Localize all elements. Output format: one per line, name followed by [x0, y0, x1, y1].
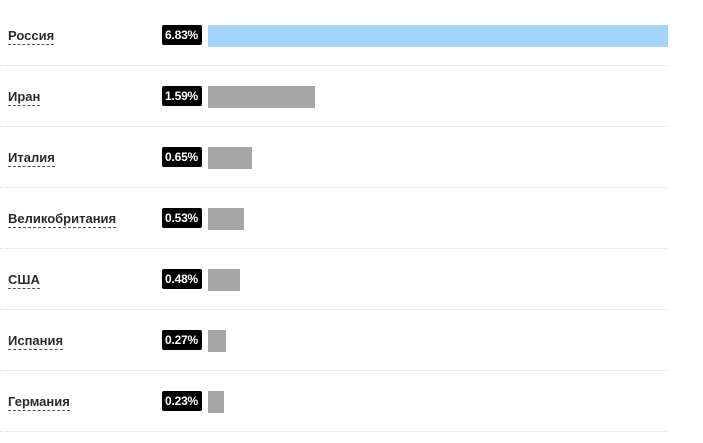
category-label[interactable]: Великобритания	[8, 211, 117, 228]
value-label: 0.53%	[162, 208, 203, 228]
value-label: 0.23%	[162, 391, 203, 411]
chart-row: Иран 1.59%	[0, 66, 668, 127]
bar	[208, 391, 224, 413]
value-label: 1.59%	[162, 86, 203, 106]
category-label[interactable]: Италия	[8, 150, 55, 167]
category-label[interactable]: США	[8, 272, 40, 289]
bar	[208, 86, 316, 108]
chart-row: Германия 0.23%	[0, 371, 668, 432]
bar	[208, 25, 668, 47]
value-label: 0.65%	[162, 147, 203, 167]
bar	[208, 330, 227, 352]
horizontal-bar-chart: Россия 6.83% Иран 1.59% Италия 0.65% Великобри…	[0, 5, 703, 432]
chart-row: Великобритания 0.53%	[0, 188, 668, 249]
bar	[208, 269, 241, 291]
value-label: 0.27%	[162, 330, 203, 350]
category-label[interactable]: Иран	[8, 89, 41, 106]
chart-row: Испания 0.27%	[0, 310, 668, 371]
bar	[208, 208, 244, 230]
value-label: 0.48%	[162, 269, 203, 289]
chart-row: Италия 0.65%	[0, 127, 668, 188]
chart-row: Россия 6.83%	[0, 5, 668, 66]
bar	[208, 147, 252, 169]
chart-row: США 0.48%	[0, 249, 668, 310]
category-label[interactable]: Россия	[8, 28, 55, 45]
category-label[interactable]: Германия	[8, 394, 70, 411]
value-label: 6.83%	[162, 25, 203, 45]
category-label[interactable]: Испания	[8, 333, 64, 350]
